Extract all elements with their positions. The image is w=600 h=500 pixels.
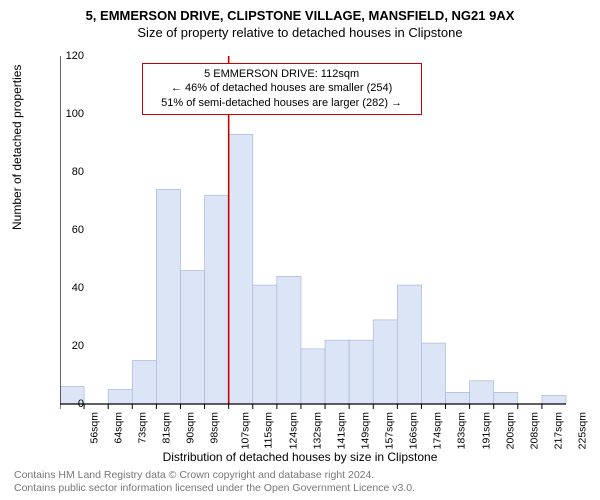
y-tick-label: 80 bbox=[44, 166, 84, 178]
histogram-bar bbox=[156, 189, 180, 404]
x-tick-label: 141sqm bbox=[335, 412, 347, 449]
x-tick-label: 107sqm bbox=[239, 412, 251, 449]
histogram-bar bbox=[349, 340, 373, 404]
annotation-line: 51% of semi-detached houses are larger (… bbox=[149, 96, 415, 111]
page-title-line1: 5, EMMERSON DRIVE, CLIPSTONE VILLAGE, MA… bbox=[0, 8, 600, 23]
annotation-line: ← 46% of detached houses are smaller (25… bbox=[149, 81, 415, 96]
x-tick-label: 166sqm bbox=[408, 412, 420, 449]
y-axis-label: Number of detached properties bbox=[10, 65, 24, 230]
histogram-bar bbox=[253, 285, 277, 404]
x-tick-label: 132sqm bbox=[311, 412, 323, 449]
x-tick-label: 157sqm bbox=[384, 412, 396, 449]
histogram-bar bbox=[542, 395, 566, 404]
x-tick-label: 64sqm bbox=[113, 412, 125, 444]
histogram-bar bbox=[108, 390, 132, 405]
x-tick-label: 81sqm bbox=[161, 412, 173, 444]
histogram-bar bbox=[325, 340, 349, 404]
histogram-bar bbox=[180, 271, 204, 404]
histogram-bar bbox=[132, 361, 156, 405]
y-tick-label: 20 bbox=[44, 340, 84, 352]
histogram-bar bbox=[470, 381, 494, 404]
y-tick-label: 100 bbox=[44, 108, 84, 120]
histogram-bar bbox=[373, 320, 397, 404]
x-tick-label: 174sqm bbox=[432, 412, 444, 449]
x-tick-label: 149sqm bbox=[359, 412, 371, 449]
x-tick-label: 115sqm bbox=[262, 412, 274, 449]
histogram-bar bbox=[229, 134, 253, 404]
histogram-bar bbox=[397, 285, 421, 404]
x-tick-label: 73sqm bbox=[137, 412, 149, 444]
x-tick-label: 191sqm bbox=[480, 412, 492, 449]
x-tick-label: 208sqm bbox=[528, 412, 540, 449]
chart-container: 5 EMMERSON DRIVE: 112sqm ← 46% of detach… bbox=[60, 50, 570, 410]
x-axis-label: Distribution of detached houses by size … bbox=[0, 450, 600, 464]
footer-line: Contains HM Land Registry data © Crown c… bbox=[14, 469, 415, 483]
y-tick-label: 40 bbox=[44, 282, 84, 294]
histogram-bar bbox=[446, 392, 470, 404]
histogram-bar bbox=[205, 195, 229, 404]
y-tick-label: 60 bbox=[44, 224, 84, 236]
annotation-box: 5 EMMERSON DRIVE: 112sqm ← 46% of detach… bbox=[142, 63, 422, 116]
annotation-line: 5 EMMERSON DRIVE: 112sqm bbox=[149, 67, 415, 82]
histogram-bar bbox=[494, 392, 518, 404]
y-tick-label: 120 bbox=[44, 50, 84, 62]
footer-line: Contains public sector information licen… bbox=[14, 482, 415, 496]
page-title-line2: Size of property relative to detached ho… bbox=[0, 25, 600, 40]
x-tick-label: 98sqm bbox=[209, 412, 221, 444]
y-tick-label: 0 bbox=[44, 398, 84, 410]
x-tick-label: 183sqm bbox=[456, 412, 468, 449]
x-tick-label: 217sqm bbox=[552, 412, 564, 449]
x-tick-label: 200sqm bbox=[504, 412, 516, 449]
x-tick-label: 124sqm bbox=[287, 412, 299, 449]
x-tick-label: 56sqm bbox=[89, 412, 101, 444]
histogram-bar bbox=[421, 343, 445, 404]
histogram-bar bbox=[301, 349, 325, 404]
histogram-bar bbox=[277, 276, 301, 404]
footer-attribution: Contains HM Land Registry data © Crown c… bbox=[14, 469, 415, 496]
x-tick-label: 90sqm bbox=[185, 412, 197, 444]
x-tick-label: 225sqm bbox=[576, 412, 588, 449]
